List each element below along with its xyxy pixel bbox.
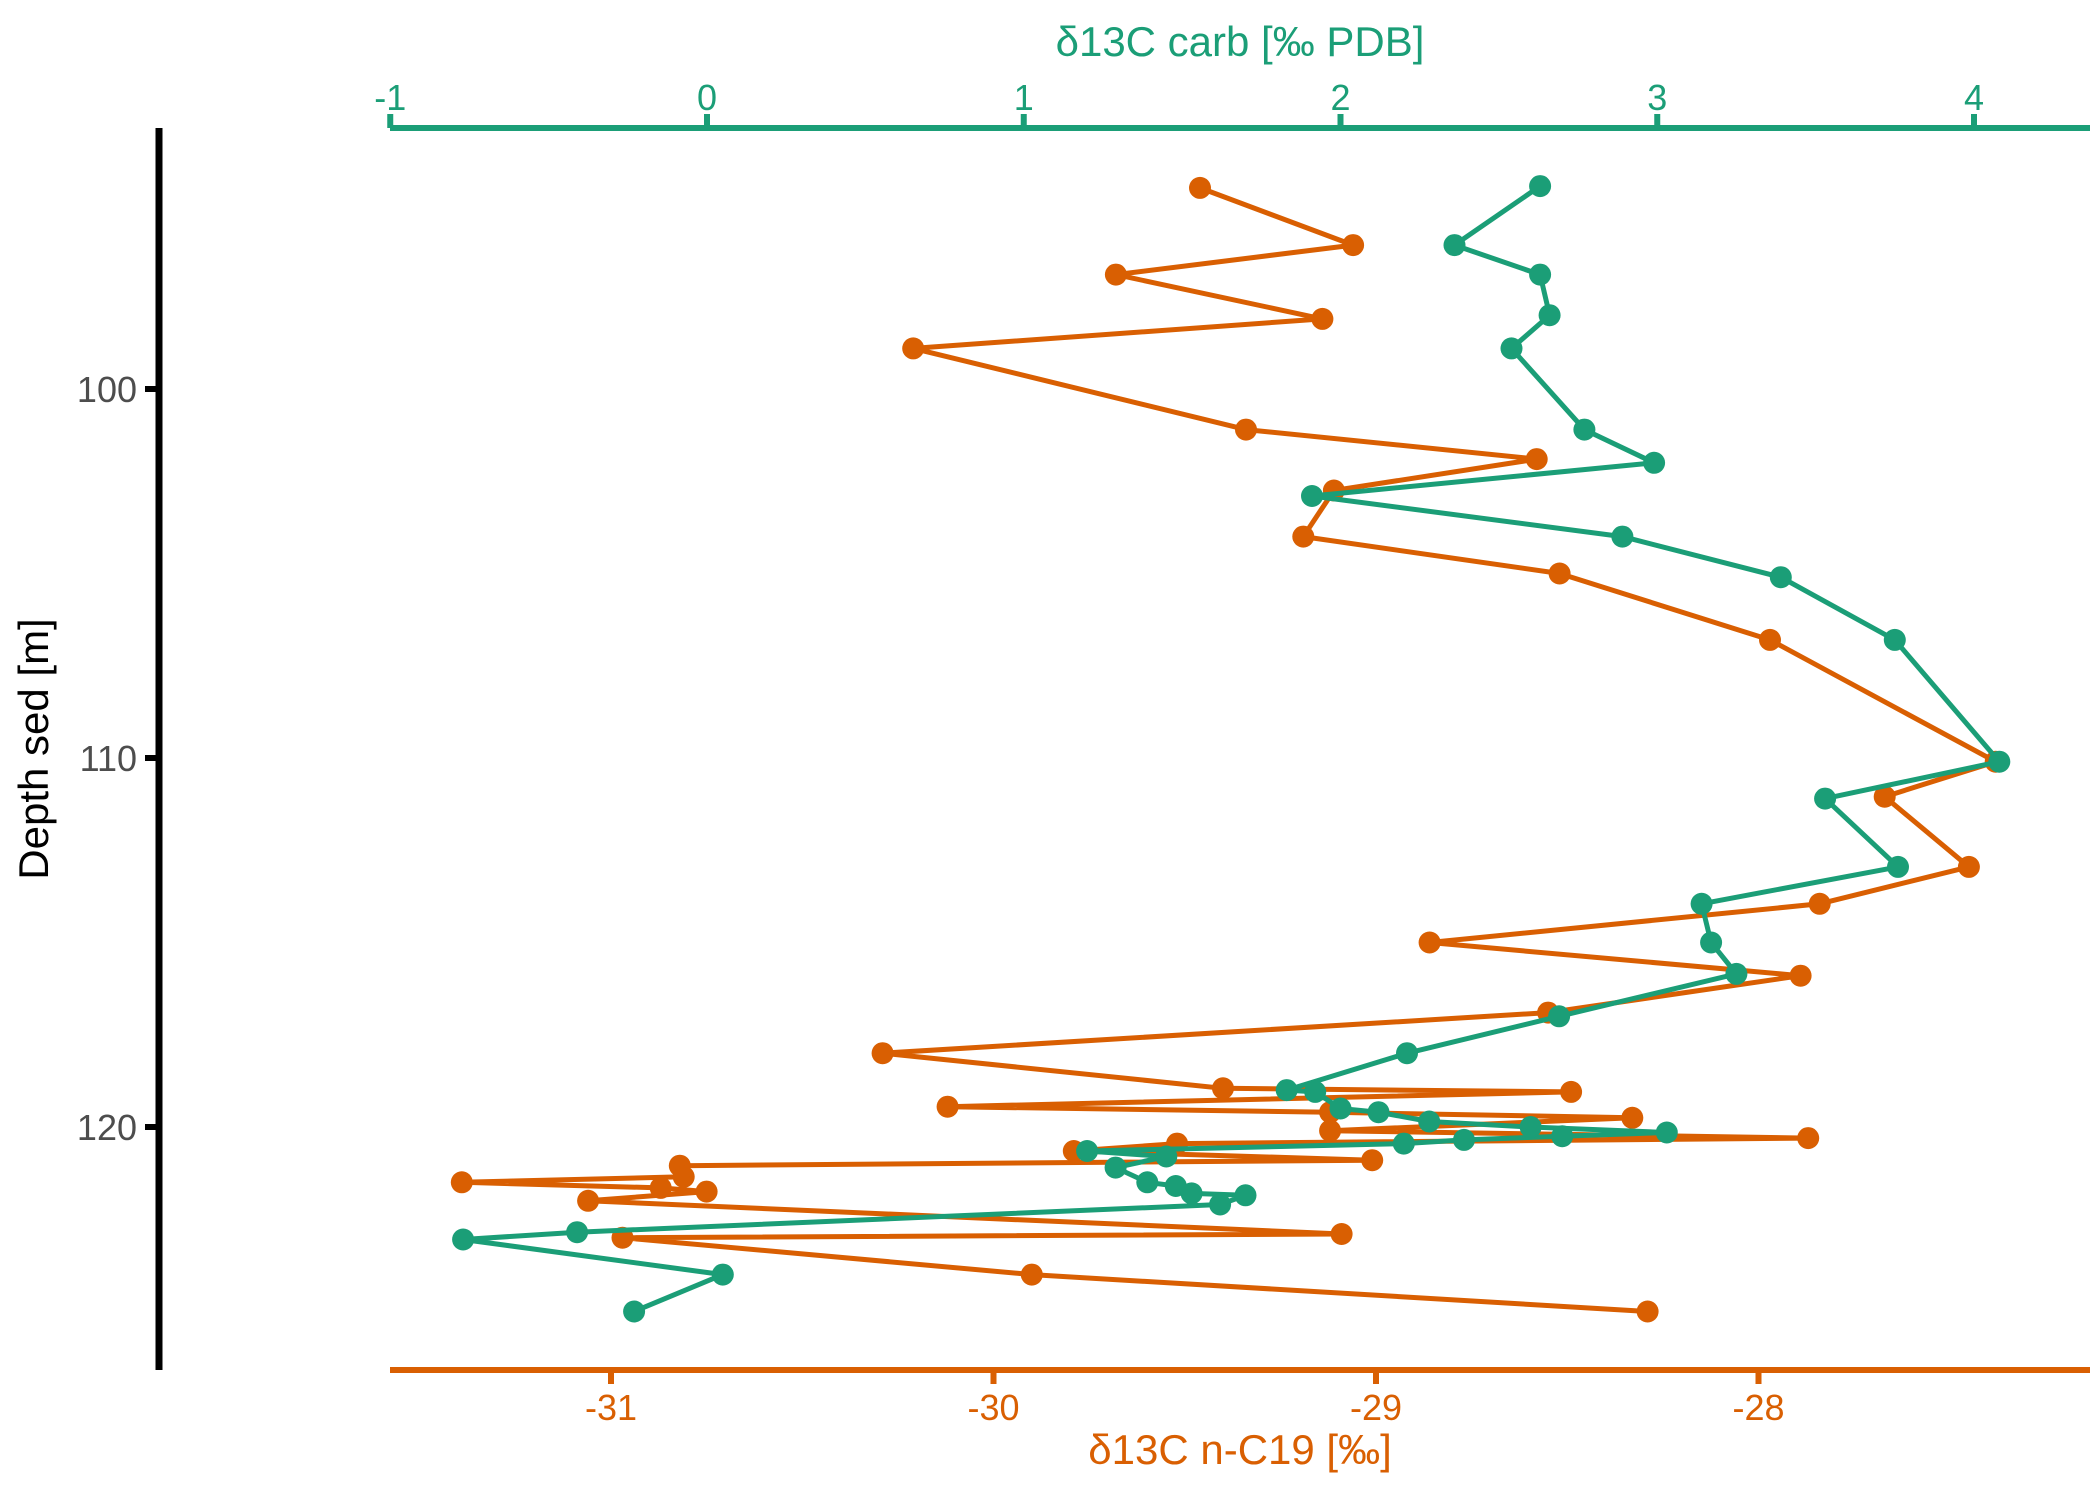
carb-data-point xyxy=(1275,1079,1298,1102)
carb-data-point xyxy=(1519,1116,1542,1138)
nc19-data-point xyxy=(1797,1127,1820,1150)
y-axis-tick-label: 110 xyxy=(80,738,137,779)
nc19-data-point xyxy=(1560,1080,1583,1103)
carb-data-point xyxy=(1643,451,1666,474)
carb-data-point xyxy=(1453,1128,1475,1151)
nc19-data-point xyxy=(1189,176,1211,199)
nc19-data-point xyxy=(1759,628,1781,651)
nc19-data-point xyxy=(1319,1119,1342,1142)
top-axis-tick-label: 3 xyxy=(1647,77,1667,118)
nc19-data-point xyxy=(1212,1077,1234,1100)
carb-data-point xyxy=(1725,962,1748,985)
nc19-data-point xyxy=(649,1176,672,1199)
carb-series xyxy=(452,175,2011,1323)
nc19-data-point xyxy=(1330,1223,1353,1245)
nc19-data-point xyxy=(1235,418,1257,441)
carb-data-point xyxy=(1548,1005,1571,1028)
carb-data-point xyxy=(1209,1193,1232,1216)
nc19-data-point xyxy=(1104,263,1127,286)
nc19-data-point xyxy=(1361,1149,1384,1172)
bottom-axis-tick-label: -28 xyxy=(1732,1387,1784,1428)
nc19-data-point xyxy=(695,1180,718,1203)
carb-data-point xyxy=(1887,855,1909,878)
nc19-data-point xyxy=(1311,307,1334,330)
nc19-data-point xyxy=(450,1171,473,1194)
top-axis-tick-label: 4 xyxy=(1964,77,1984,118)
nc19-data-point xyxy=(1418,931,1441,954)
y-axis-title: Depth sed [m] xyxy=(10,618,57,879)
nc19-data-point xyxy=(1020,1263,1043,1286)
carb-data-point xyxy=(1155,1145,1178,1168)
top-axis-tick-label: 1 xyxy=(1014,77,1034,118)
nc19-data-point xyxy=(936,1095,959,1118)
nc19-data-point xyxy=(1873,785,1896,808)
carb-data-point xyxy=(1988,750,2011,773)
bottom-axis-title: δ13C n-C19 [‰] xyxy=(1088,1426,1392,1473)
carb-data-point xyxy=(1329,1097,1352,1120)
nc19-data-point xyxy=(1789,964,1812,987)
carb-data-point xyxy=(1655,1121,1678,1144)
nc19-data-point xyxy=(1292,525,1315,548)
carb-data-point xyxy=(1396,1042,1418,1065)
top-axis-tick-label: 2 xyxy=(1330,77,1350,118)
nc19-data-point xyxy=(577,1189,600,1212)
carb-data-point xyxy=(1234,1184,1257,1207)
carb-data-point xyxy=(566,1221,589,1244)
carb-data-point xyxy=(1301,485,1323,507)
carb-data-point xyxy=(1538,304,1561,327)
carb-data-point xyxy=(1443,234,1466,257)
bottom-axis-tick-label: -29 xyxy=(1350,1387,1402,1428)
nc19-data-point xyxy=(871,1042,894,1065)
nc19-data-point xyxy=(1621,1106,1644,1129)
nc19-data-point xyxy=(1548,562,1571,585)
top-axis-tick-label: 0 xyxy=(697,77,717,118)
nc19-data-point xyxy=(1808,892,1831,915)
y-axis-tick-label: 100 xyxy=(77,369,137,410)
nc19-series xyxy=(450,176,2007,1323)
carb-data-point xyxy=(1418,1110,1441,1133)
carb-data-point xyxy=(1367,1101,1390,1124)
carb-data-point xyxy=(452,1228,475,1251)
nc19-data-point xyxy=(1342,234,1365,257)
carb-data-point xyxy=(1551,1125,1574,1148)
top-axis-title: δ13C carb [‰ PDB] xyxy=(1056,18,1425,65)
bottom-axis-tick-label: -31 xyxy=(585,1387,637,1428)
nc19-data-point xyxy=(902,337,925,360)
carb-data-point xyxy=(1573,418,1596,441)
nc19-series-line xyxy=(459,185,1999,1314)
carb-data-point xyxy=(1814,787,1837,810)
carb-data-point xyxy=(623,1300,646,1323)
carb-data-point xyxy=(1529,263,1552,286)
carb-data-point xyxy=(1883,628,1906,651)
nc19-data-point xyxy=(672,1165,695,1188)
carb-data-point xyxy=(1700,931,1723,954)
carb-data-point xyxy=(1769,566,1792,589)
carb-data-point xyxy=(1104,1156,1127,1179)
carb-data-point xyxy=(1611,525,1634,548)
carb-data-point xyxy=(1180,1182,1203,1205)
carb-data-point xyxy=(1304,1080,1327,1103)
carb-data-point xyxy=(1076,1140,1099,1162)
nc19-data-point xyxy=(1957,855,1980,878)
bottom-axis-tick-label: -30 xyxy=(967,1387,1019,1428)
top-axis-tick-label: -1 xyxy=(374,77,406,118)
carb-data-point xyxy=(1136,1171,1159,1194)
nc19-data-point xyxy=(1636,1300,1659,1323)
carb-data-point xyxy=(1500,337,1523,360)
carb-data-point xyxy=(1690,892,1713,915)
y-axis-tick-label: 120 xyxy=(77,1107,137,1148)
carb-data-point xyxy=(1529,175,1552,198)
carb-data-point xyxy=(1392,1132,1415,1155)
carb-data-point xyxy=(711,1263,734,1286)
nc19-data-point xyxy=(1525,448,1548,471)
